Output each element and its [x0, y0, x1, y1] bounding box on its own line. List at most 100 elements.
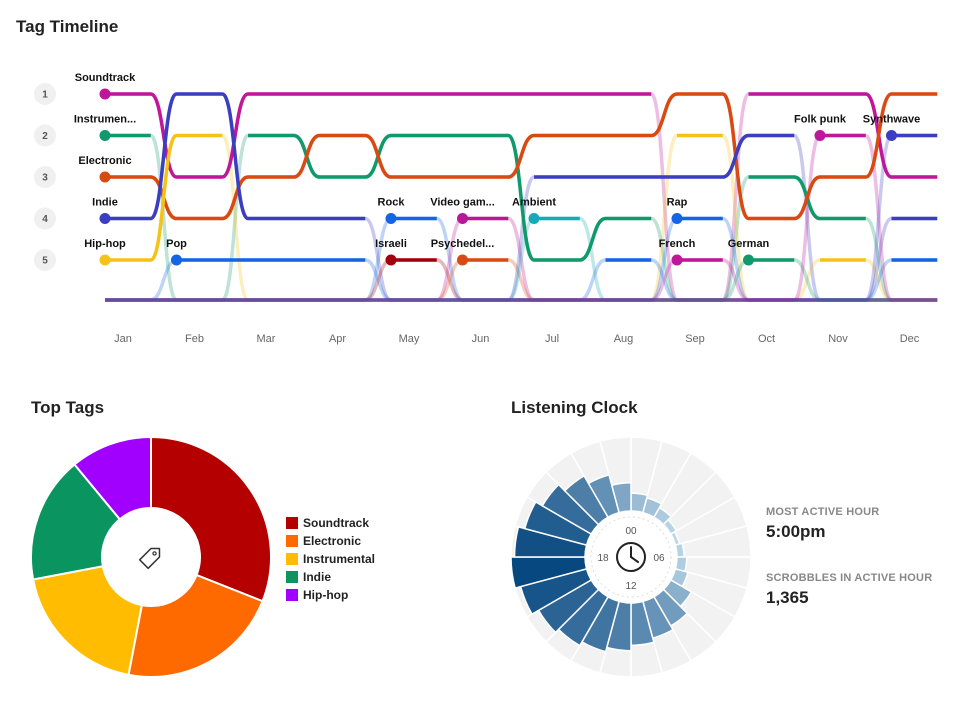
legend-item: Electronic: [286, 532, 375, 550]
series-label: Ambient: [512, 197, 556, 209]
tag-icon: [138, 547, 161, 570]
month-label: Sep: [685, 333, 705, 345]
scrobbles-stat: SCROBBLES IN ACTIVE HOUR 1,365: [766, 572, 932, 608]
clock-label-12: 12: [625, 581, 637, 592]
legend-item: Soundtrack: [286, 514, 375, 532]
series-label: Israeli: [375, 238, 407, 250]
series-line: [105, 133, 866, 262]
scrobbles-value: 1,365: [766, 588, 809, 607]
month-label: Feb: [185, 333, 204, 345]
legend-swatch: [286, 571, 298, 583]
top-tags-legend: Soundtrack Electronic Instrumental Indie Hip…: [286, 514, 375, 604]
series-label: Folk punk: [794, 114, 847, 126]
rank-badge: [34, 207, 56, 230]
series-start-point[interactable]: [528, 213, 540, 224]
series-label: Psychedel...: [431, 238, 495, 250]
legend-swatch: [286, 517, 298, 529]
series-start-point[interactable]: [814, 130, 826, 141]
series-ghost-line: [105, 133, 938, 302]
series-start-point[interactable]: [671, 254, 683, 266]
clock-hour-bar[interactable]: [674, 542, 685, 558]
listening-clock-title: Listening Clock: [511, 398, 638, 417]
series-label: Electronic: [78, 155, 131, 167]
series-ghost-line: [105, 216, 938, 302]
series-ghost-line: [105, 258, 938, 302]
series-line: [105, 92, 938, 221]
month-label: Jan: [114, 333, 132, 345]
month-label: Jul: [545, 333, 559, 345]
legend-swatch: [286, 553, 298, 565]
month-label: Dec: [900, 333, 920, 345]
rank-badge: [34, 83, 56, 105]
series-label: Pop: [166, 238, 187, 250]
series-start-point[interactable]: [671, 213, 683, 224]
series-start-point[interactable]: [385, 254, 397, 266]
series-start-point[interactable]: [99, 130, 111, 141]
tag-timeline-chart: 1 2 3 4 5 Soundtrack Instrumen... Electronic In…: [34, 72, 938, 345]
legend-swatch: [286, 535, 298, 547]
series-label: Hip-hop: [84, 238, 126, 250]
most-active-stat: MOST ACTIVE HOUR 5:00pm: [766, 506, 879, 542]
legend-label: Hip-hop: [303, 588, 349, 602]
series-ghost-line: [105, 216, 938, 302]
legend-label: Soundtrack: [303, 516, 370, 530]
rank-badge: [34, 249, 56, 271]
rank-label: 5: [42, 256, 48, 267]
listening-clock-chart: 00 06 12 18: [510, 436, 752, 678]
series-label: Rock: [378, 197, 406, 209]
series-label: Rap: [667, 197, 688, 209]
month-label: May: [399, 333, 420, 345]
series-start-point[interactable]: [99, 254, 111, 266]
series-label: French: [659, 238, 696, 250]
legend-item: Instrumental: [286, 550, 375, 568]
series-start-point[interactable]: [385, 213, 397, 224]
legend-swatch: [286, 589, 298, 601]
series-ghost-line: [105, 258, 938, 302]
series-start-point[interactable]: [171, 254, 182, 266]
series-label: Indie: [92, 197, 118, 209]
top-tags-donut: [30, 435, 272, 678]
most-active-label: MOST ACTIVE HOUR: [766, 506, 880, 518]
legend-item: Hip-hop: [286, 586, 375, 604]
clock-label-18: 18: [597, 553, 609, 564]
month-label: Oct: [758, 333, 775, 345]
series-ghost-line: [105, 258, 938, 302]
clock-label-00: 00: [625, 526, 637, 537]
clock-label-06: 06: [653, 553, 665, 564]
series-start-point[interactable]: [457, 254, 468, 266]
series-ghost-line: [105, 133, 938, 302]
clock-icon: [616, 542, 646, 572]
month-label: Nov: [828, 333, 848, 345]
month-label: Aug: [614, 333, 634, 345]
rank-badge: [34, 166, 56, 188]
series-start-point[interactable]: [99, 171, 111, 183]
rank-label: 4: [42, 214, 48, 225]
clock-hour-bar[interactable]: [610, 482, 632, 514]
most-active-value: 5:00pm: [766, 522, 826, 541]
series-start-point[interactable]: [886, 130, 897, 141]
rank-label: 3: [42, 173, 48, 184]
tag-timeline-title: Tag Timeline: [16, 17, 119, 36]
rank-label: 1: [42, 90, 48, 101]
series-ghost-line: [105, 216, 938, 302]
top-tags-title: Top Tags: [31, 398, 105, 417]
series-label: Synthwave: [863, 114, 920, 126]
series-start-point[interactable]: [743, 254, 754, 266]
legend-label: Electronic: [303, 534, 362, 548]
series-line: [105, 92, 938, 221]
series-start-point[interactable]: [457, 213, 468, 224]
legend-item: Indie: [286, 568, 375, 586]
month-label: Jun: [472, 333, 490, 345]
month-label: Mar: [257, 333, 276, 345]
series-line: [105, 92, 938, 179]
series-label: Soundtrack: [75, 72, 136, 84]
series-ghost-line: [105, 258, 938, 302]
rank-label: 2: [42, 131, 48, 142]
series-ghost-line: [105, 216, 938, 302]
series-start-point[interactable]: [99, 88, 111, 100]
series-start-point[interactable]: [99, 213, 111, 224]
scrobbles-label: SCROBBLES IN ACTIVE HOUR: [766, 572, 933, 584]
rank-badge: [34, 124, 56, 147]
series-label: Instrumen...: [74, 114, 136, 126]
series-ghost-line: [105, 133, 938, 302]
